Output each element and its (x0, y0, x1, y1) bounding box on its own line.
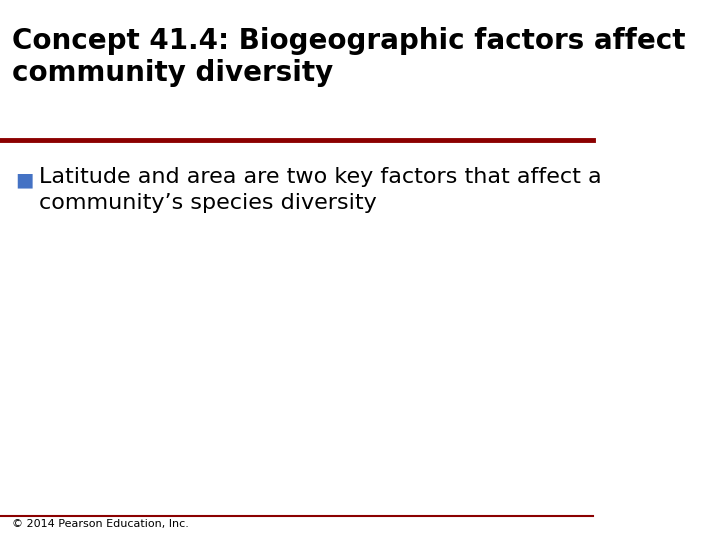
Text: © 2014 Pearson Education, Inc.: © 2014 Pearson Education, Inc. (12, 519, 189, 530)
Text: Concept 41.4: Biogeographic factors affect
community diversity: Concept 41.4: Biogeographic factors affe… (12, 27, 685, 87)
Text: ■: ■ (15, 170, 33, 189)
Text: Latitude and area are two key factors that affect a
community’s species diversit: Latitude and area are two key factors th… (39, 167, 601, 213)
